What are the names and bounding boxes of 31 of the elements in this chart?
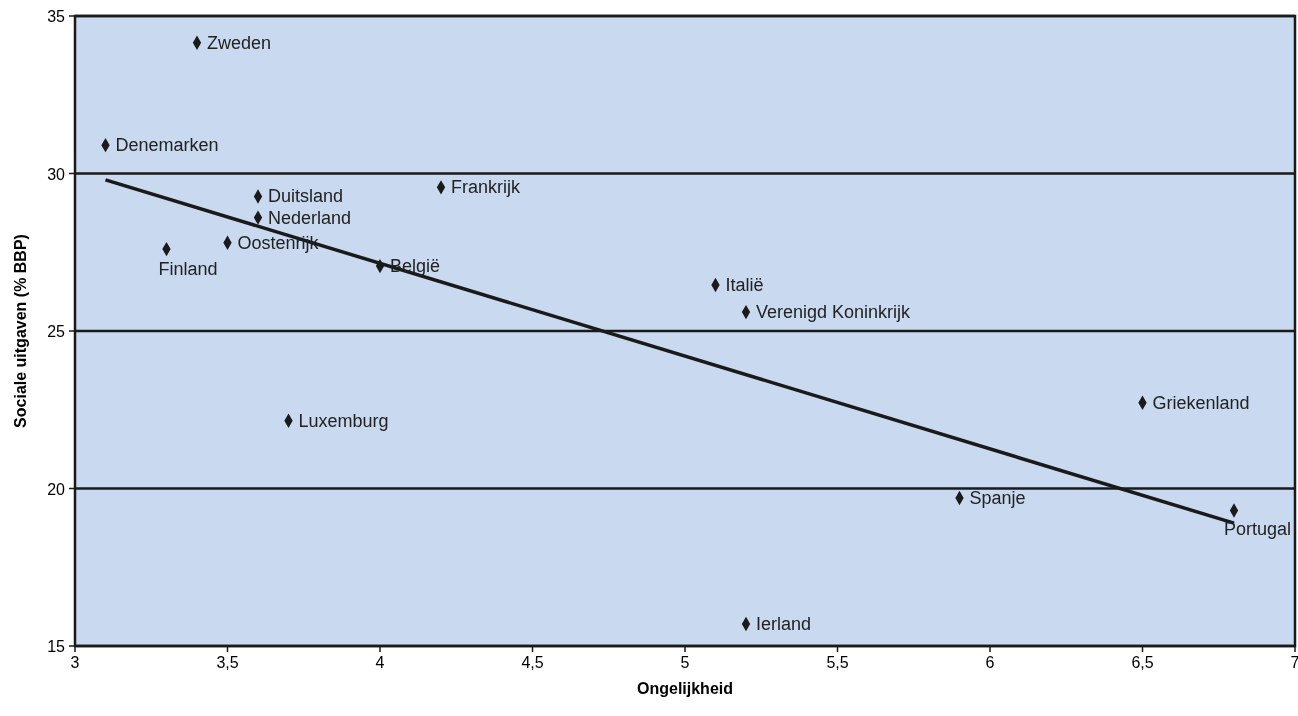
annotation: Ierland — [756, 613, 812, 634]
annotation: Duitsland — [268, 186, 344, 207]
annotation: Zweden — [207, 32, 272, 53]
annotation: Oostenrijk — [237, 232, 320, 253]
x-tick-label: 5 — [680, 654, 690, 671]
annotation: Portugal — [1223, 518, 1291, 539]
y-tick-label: 35 — [47, 8, 66, 25]
annotation: België — [390, 256, 441, 277]
annotation: Verenigd Koninkrijk — [756, 302, 912, 323]
annotation: Luxemburg — [298, 410, 389, 431]
x-tick-label: 4,5 — [521, 654, 544, 671]
annotation: Spanje — [969, 487, 1026, 508]
x-tick-label: 4 — [375, 654, 385, 671]
x-tick-label: 7 — [1290, 654, 1298, 671]
y-axis-title: Sociale uitgaven (% BBP) — [12, 234, 29, 428]
y-tick-label: 20 — [47, 480, 66, 498]
y-tick-label: 30 — [47, 165, 66, 183]
annotation: Frankrijk — [451, 177, 521, 198]
x-axis-title: Ongelijkheid — [636, 680, 734, 697]
annotation: Finland — [158, 259, 218, 280]
y-tick-label: 15 — [47, 638, 66, 655]
x-tick-label: 6 — [985, 654, 995, 671]
annotation: Griekenland — [1152, 392, 1250, 413]
x-tick-label: 3 — [70, 654, 80, 671]
annotation: Nederland — [268, 207, 352, 228]
x-tick-label: 3,5 — [216, 654, 239, 671]
x-tick-label: 6,5 — [1131, 654, 1154, 671]
y-tick-label: 25 — [47, 323, 66, 340]
x-tick-label: 5,5 — [826, 654, 849, 671]
annotation: Denemarken — [115, 135, 219, 156]
annotation: Italië — [725, 275, 764, 296]
